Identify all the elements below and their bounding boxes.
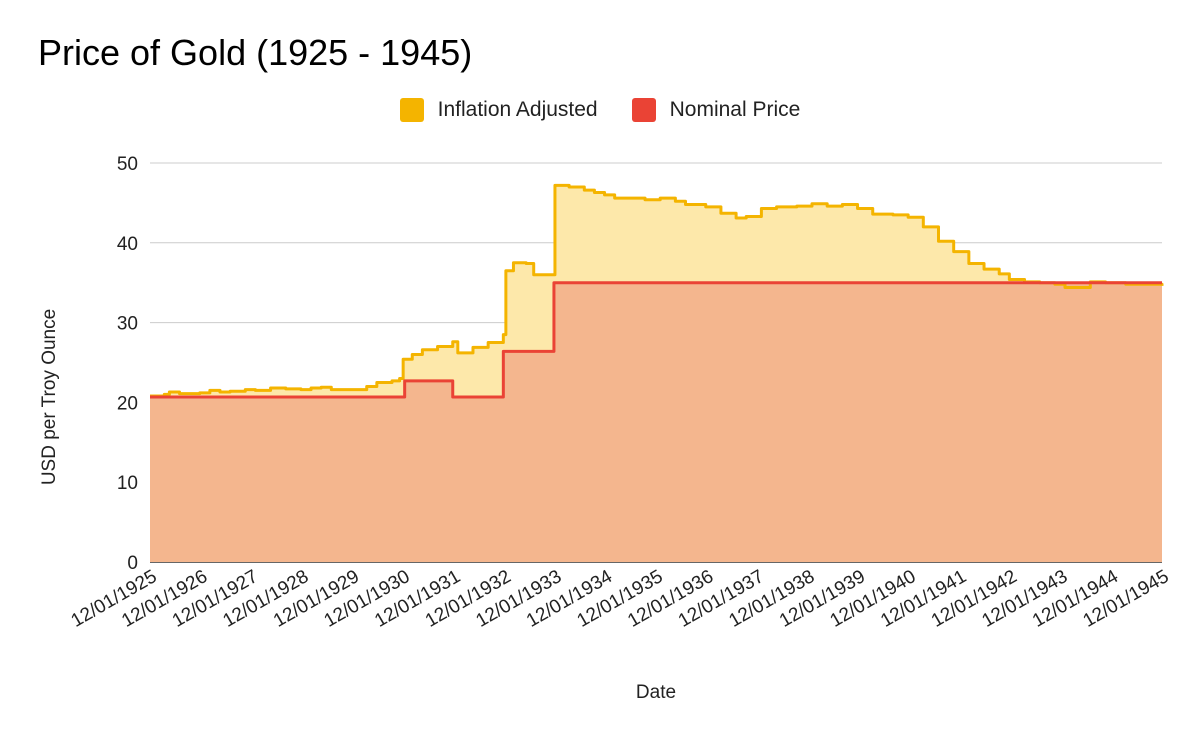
legend: Inflation Adjusted Nominal Price [0,98,1200,122]
legend-item-nominal[interactable]: Nominal Price [631,98,801,122]
area-nominal-price [150,282,1162,562]
series-areas [150,183,1164,562]
line-nominal-price [150,281,1162,399]
x-axis-ticks: 12/01/192512/01/192612/01/192712/01/1928… [68,566,1173,632]
y-tick-label: 40 [117,234,138,255]
legend-item-inflation[interactable]: Inflation Adjusted [399,98,598,122]
y-axis-ticks: 0 10 20 30 40 50 [117,154,138,574]
legend-label-nominal: Nominal Price [669,98,801,121]
y-tick-label: 30 [117,314,138,335]
chart-title: Price of Gold (1925 - 1945) [38,32,473,73]
legend-label-inflation: Inflation Adjusted [437,98,598,121]
y-tick-label: 50 [117,154,138,175]
y-axis-label: USD per Troy Ounce [39,309,60,485]
y-tick-label: 10 [117,473,138,494]
legend-swatch-nominal [631,98,656,122]
y-tick-label: 0 [127,553,138,574]
legend-swatch-inflation [399,98,424,122]
y-tick-label: 20 [117,393,138,414]
x-axis-label: Date [636,682,676,703]
line-inflation-adjusted [150,183,1164,398]
